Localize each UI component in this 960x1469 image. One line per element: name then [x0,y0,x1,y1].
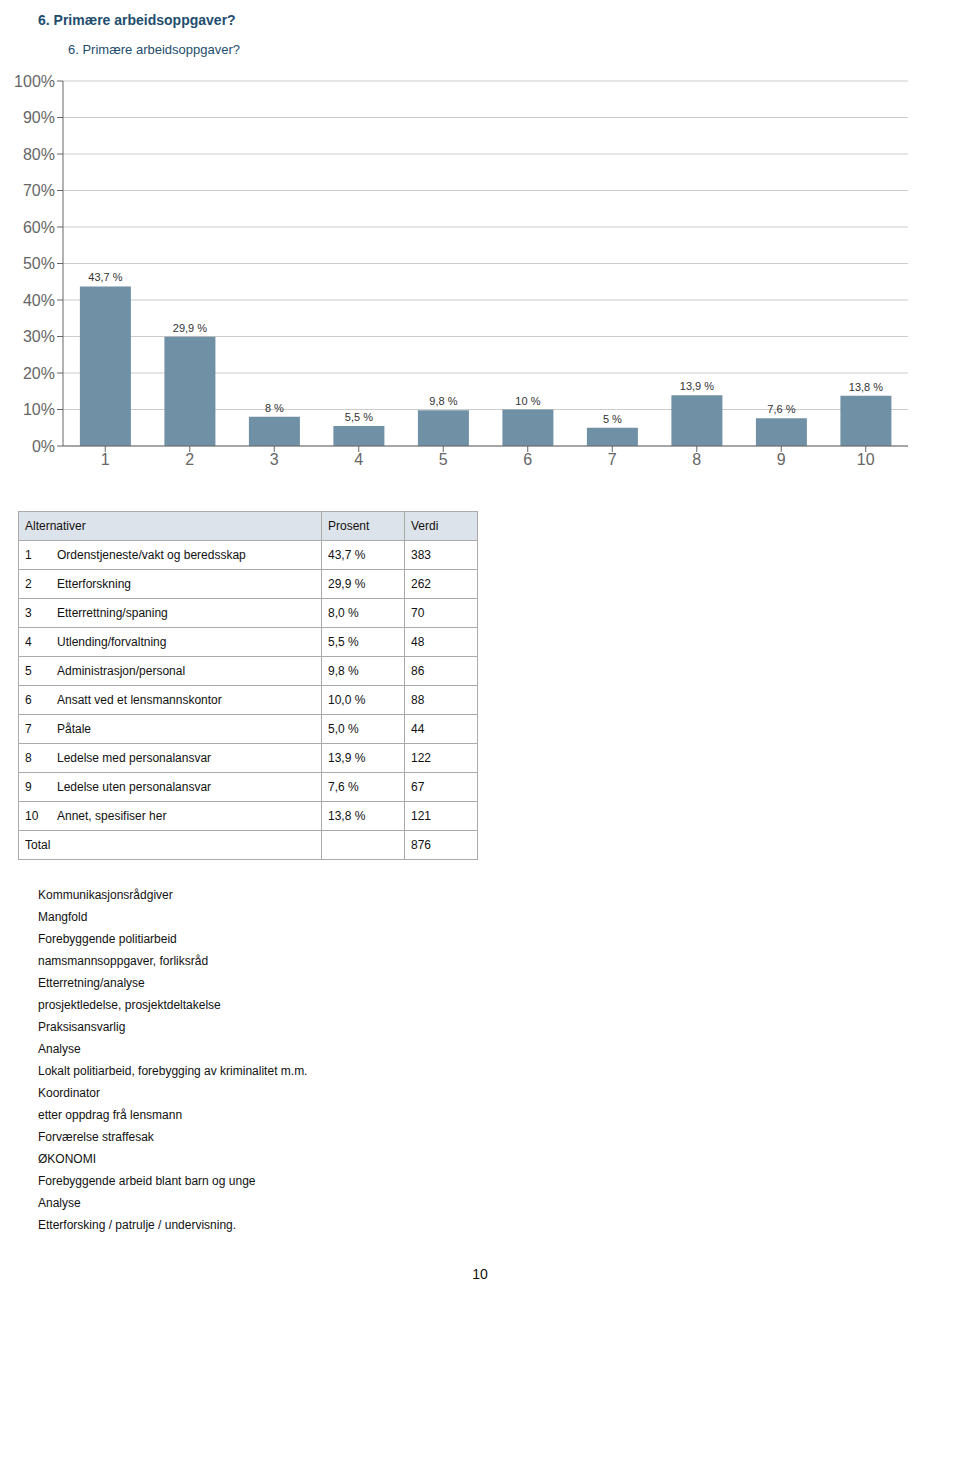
html-text:6. Primære arbeidsoppgaver?: 6. Primære arbeidsoppgaver? [38,12,236,28]
html-text:7: 7 [25,722,32,736]
html-text:88: 88 [411,693,425,707]
html-text:Utlending/forvaltning: Utlending/forvaltning [57,635,167,649]
html-text:5,5 %: 5,5 % [328,635,359,649]
svg-text:4: 4 [354,451,363,468]
html-text:44: 44 [411,722,425,736]
svg-text:0%: 0% [32,438,55,455]
svg-text:60%: 60% [23,219,55,236]
html-text:Påtale: Påtale [57,722,91,736]
html-text:Analyse: Analyse [38,1042,81,1056]
html-text:Forebyggende politiarbeid: Forebyggende politiarbeid [38,932,177,946]
html-text:Ordenstjeneste/vakt og beredss: Ordenstjeneste/vakt og beredsskap [57,548,246,562]
html-text:Alternativer: Alternativer [25,519,86,533]
svg-text:100%: 100% [14,73,55,90]
svg-text:13,8 %: 13,8 % [849,381,883,393]
html-text:Ledelse med personalansvar: Ledelse med personalansvar [57,751,212,765]
html-text:262: 262 [411,577,431,591]
html-text:121: 121 [411,809,431,823]
svg-text:29,9 %: 29,9 % [173,322,207,334]
svg-text:5 %: 5 % [603,413,622,425]
html-text:Mangfold: Mangfold [38,910,88,924]
html-text:Forebyggende arbeid blant barn: Forebyggende arbeid blant barn og unge [38,1174,256,1188]
svg-text:2: 2 [185,451,194,468]
svg-text:5: 5 [439,451,448,468]
html-text:10: 10 [472,1266,488,1282]
html-text:10: 10 [25,809,39,823]
html-text:6. Primære arbeidsoppgaver?: 6. Primære arbeidsoppgaver? [68,42,240,57]
html-text:Annet, spesifiser her: Annet, spesifiser her [57,809,167,823]
html-text:7,6 %: 7,6 % [328,780,359,794]
svg-text:70%: 70% [23,182,55,199]
html-text:876: 876 [411,838,431,852]
html-text:383: 383 [411,548,431,562]
svg-text:7,6 %: 7,6 % [767,403,795,415]
html-text:9: 9 [25,780,32,794]
html-text:Etterrettning/spaning: Etterrettning/spaning [57,606,168,620]
svg-text:90%: 90% [23,109,55,126]
svg-text:5,5 %: 5,5 % [345,411,373,423]
html-text:8,0 %: 8,0 % [328,606,359,620]
html-text:29,9 %: 29,9 % [328,577,366,591]
html-text:Ansatt ved et lensmannskontor: Ansatt ved et lensmannskontor [57,693,222,707]
html-text:43,7 %: 43,7 % [328,548,366,562]
svg-text:9,8 %: 9,8 % [429,395,457,407]
html-text:Analyse: Analyse [38,1196,81,1210]
svg-text:3: 3 [270,451,279,468]
html-text:122: 122 [411,751,431,765]
html-text:4: 4 [25,635,32,649]
svg-text:80%: 80% [23,146,55,163]
html-text:prosjektledelse, prosjektdelta: prosjektledelse, prosjektdeltakelse [38,998,221,1012]
svg-text:30%: 30% [23,328,55,345]
svg-text:13,9 %: 13,9 % [680,380,714,392]
html-text:6: 6 [25,693,32,707]
html-text:namsmannsoppgaver, forliksråd: namsmannsoppgaver, forliksråd [38,954,209,968]
html-text:Total: Total [25,838,51,852]
html-text:Administrasjon/personal: Administrasjon/personal [57,664,186,678]
svg-text:10 %: 10 % [515,395,540,407]
html-text:1: 1 [25,548,32,562]
html-text:8: 8 [25,751,32,765]
html-text:9,8 %: 9,8 % [328,664,359,678]
html-text:13,8 %: 13,8 % [328,809,366,823]
html-text:48: 48 [411,635,425,649]
html-text:Etterforsking / patrulje / und: Etterforsking / patrulje / undervisning. [38,1218,237,1232]
svg-text:6: 6 [523,451,532,468]
svg-text:50%: 50% [23,255,55,272]
svg-text:9: 9 [777,451,786,468]
html-text:Prosent: Prosent [328,519,370,533]
svg-text:8: 8 [692,451,701,468]
html-text:Lokalt politiarbeid, forebyggi: Lokalt politiarbeid, forebygging av krim… [38,1064,308,1078]
html-text:67: 67 [411,780,425,794]
svg-text:40%: 40% [23,292,55,309]
html-text:13,9 %: 13,9 % [328,751,366,765]
html-text:Ledelse uten personalansvar: Ledelse uten personalansvar [57,780,212,794]
html-text:86: 86 [411,664,425,678]
html-text:Praksisansvarlig: Praksisansvarlig [38,1020,126,1034]
html-text:10,0 %: 10,0 % [328,693,366,707]
svg-text:1: 1 [101,451,110,468]
html-text:Verdi: Verdi [411,519,439,533]
html-text:Etterforskning: Etterforskning [57,577,131,591]
svg-text:7: 7 [608,451,617,468]
html-text:Koordinator: Koordinator [38,1086,100,1100]
html-text:70: 70 [411,606,425,620]
svg-text:43,7 %: 43,7 % [88,271,122,283]
svg-text:10%: 10% [23,401,55,418]
svg-text:10: 10 [857,451,875,468]
svg-text:20%: 20% [23,365,55,382]
html-text:etter oppdrag frå lensmann: etter oppdrag frå lensmann [38,1108,183,1122]
html-text:ØKONOMI: ØKONOMI [38,1152,96,1166]
html-text:Etterretning/analyse: Etterretning/analyse [38,976,145,990]
html-text:2: 2 [25,577,32,591]
html-text:3: 3 [25,606,32,620]
html-text:5,0 %: 5,0 % [328,722,359,736]
html-text:Forværelse straffesak: Forværelse straffesak [38,1130,154,1144]
svg-text:8 %: 8 % [265,402,284,414]
html-text:5: 5 [25,664,32,678]
html-text:Kommunikasjonsrådgiver: Kommunikasjonsrådgiver [38,888,173,902]
